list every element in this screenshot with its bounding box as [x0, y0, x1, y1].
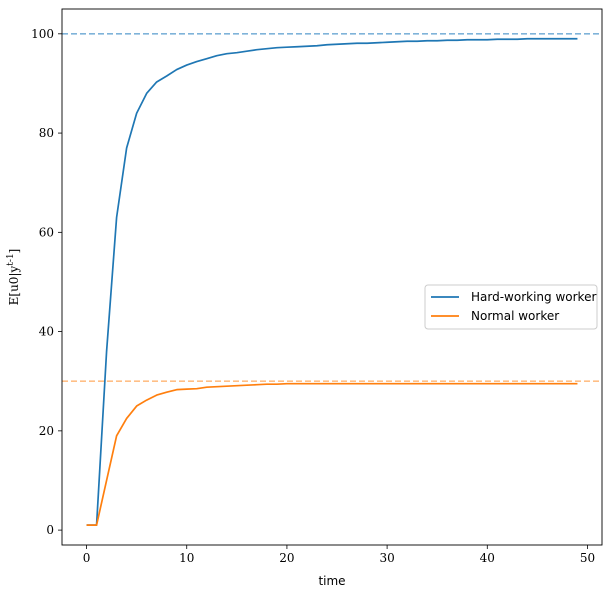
- y-axis-label: E[u0|yt-1]: [6, 249, 21, 306]
- legend-box: [424, 284, 598, 330]
- x-tick-label: 0: [83, 551, 91, 565]
- x-tick-label: 50: [580, 551, 595, 565]
- legend-label: Hard-working worker: [471, 290, 596, 304]
- plot-frame: [61, 8, 603, 546]
- x-axis-label: time: [318, 574, 345, 588]
- y-tick-label: 100: [31, 27, 54, 41]
- x-tick-label: 40: [480, 551, 495, 565]
- x-tick-label: 10: [179, 551, 194, 565]
- series-line-1: [86, 382, 578, 527]
- x-tick-label: 20: [279, 551, 294, 565]
- y-tick-label: 20: [39, 424, 54, 438]
- legend: Hard-working worker Normal worker: [424, 284, 598, 330]
- x-tick-label: 30: [379, 551, 394, 565]
- series-line-0: [86, 37, 578, 527]
- y-tick-label: 80: [39, 126, 54, 140]
- y-tick-label: 40: [39, 325, 54, 339]
- legend-label: Normal worker: [471, 309, 559, 323]
- y-tick-label: 0: [46, 523, 54, 537]
- y-tick-label: 60: [39, 225, 54, 239]
